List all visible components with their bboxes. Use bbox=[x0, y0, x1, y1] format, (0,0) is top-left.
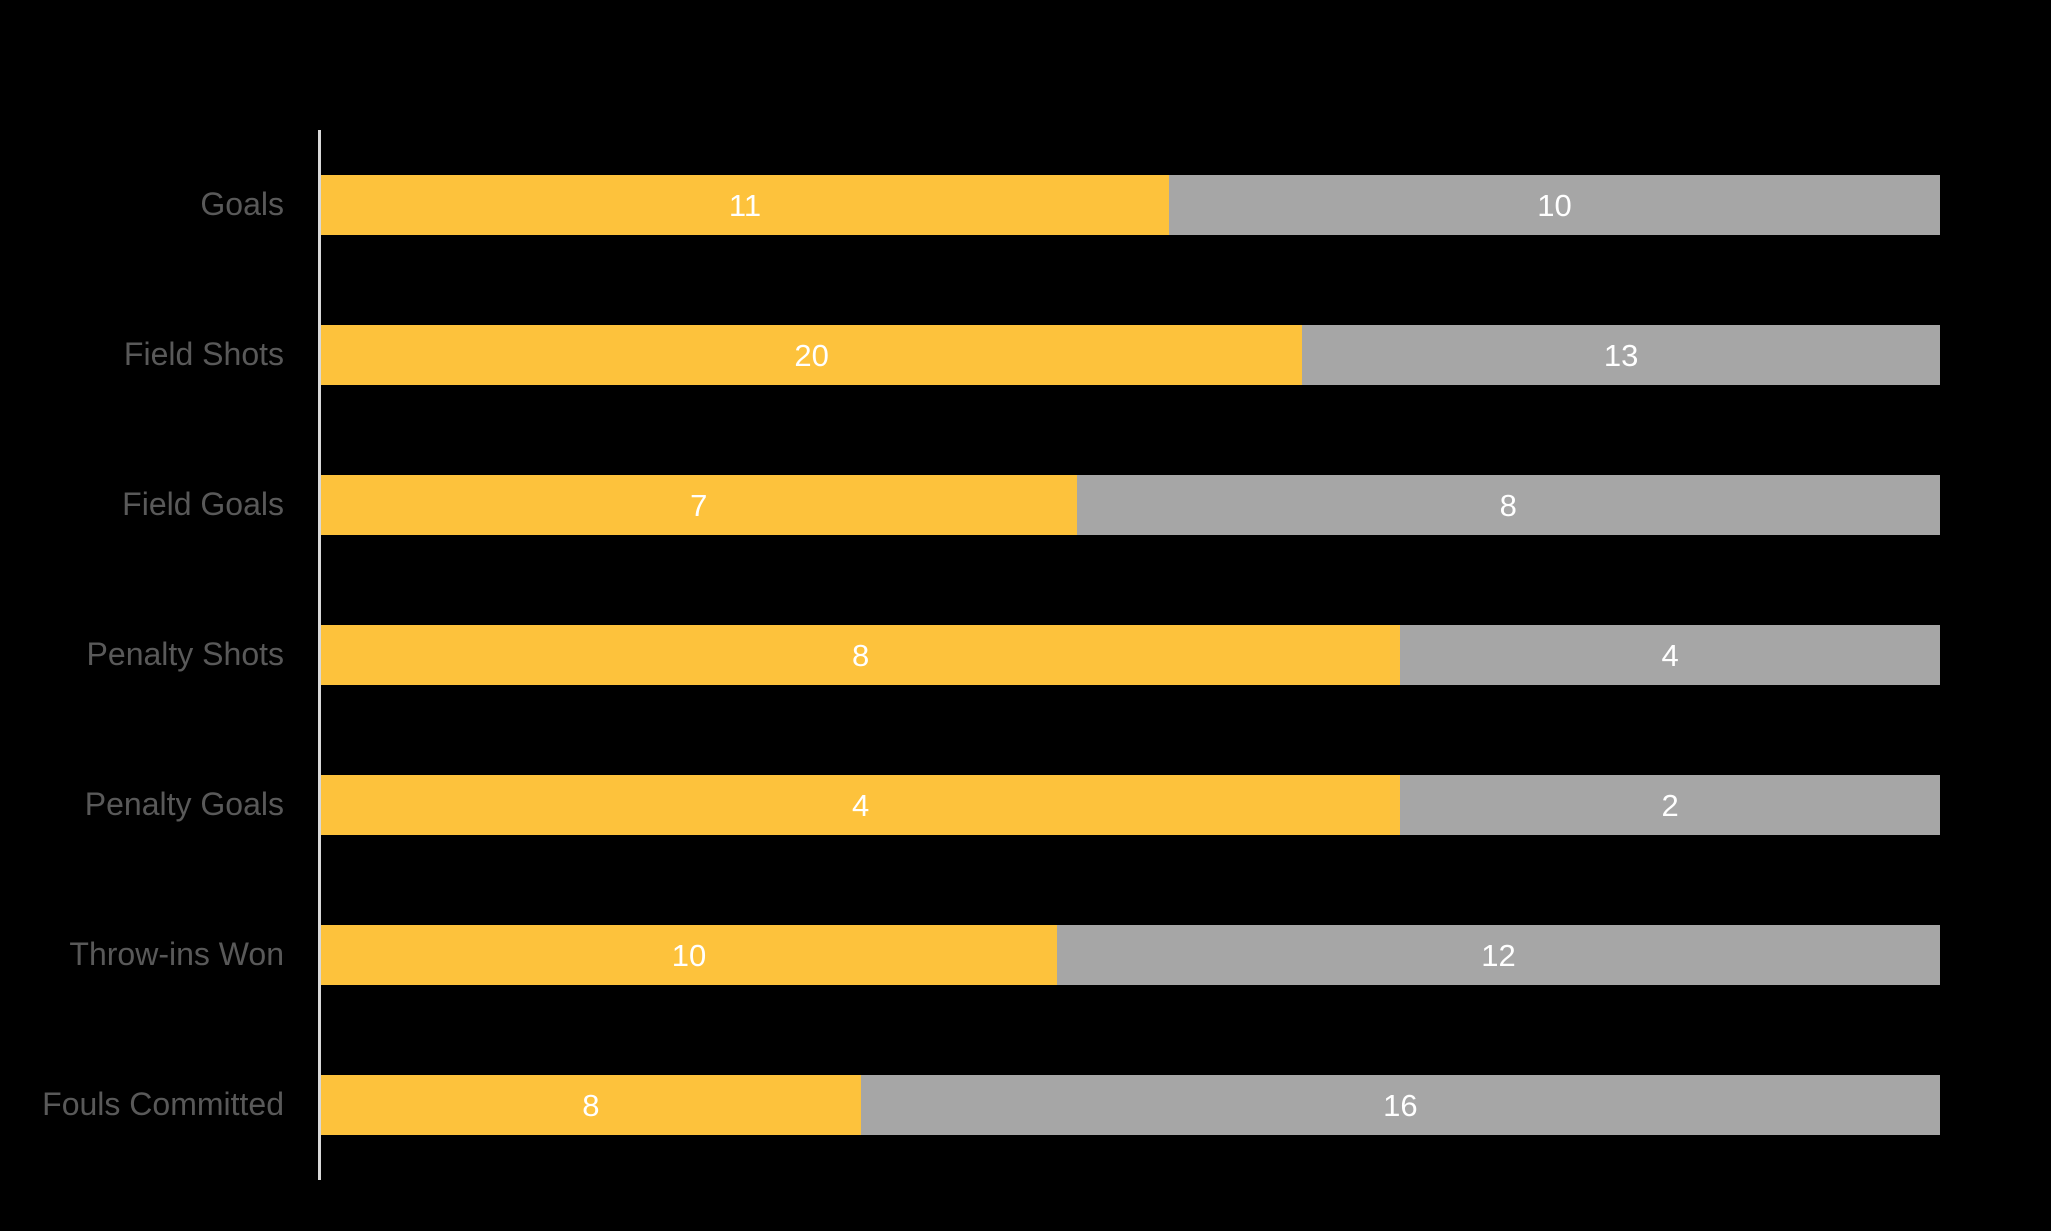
bar-segment-yellow-series: 10 bbox=[321, 925, 1057, 985]
chart-row: Field Goals 7 8 bbox=[0, 430, 1940, 580]
segment-value-label: 13 bbox=[1603, 337, 1639, 373]
chart-rows: Goals 11 10 Field Shots 20 13 Field Goals 7 8 Pen… bbox=[0, 130, 1940, 1180]
y-axis-line bbox=[318, 130, 321, 1180]
segment-value-label: 10 bbox=[671, 937, 707, 973]
category-label: Penalty Shots bbox=[86, 636, 284, 673]
segment-value-label: 8 bbox=[582, 1087, 600, 1123]
chart-row: Field Shots 20 13 bbox=[0, 280, 1940, 430]
bar-segment-yellow-series: 8 bbox=[321, 625, 1401, 685]
segment-value-label: 4 bbox=[1661, 637, 1679, 673]
bar-segment-gray-series: 12 bbox=[1056, 925, 1940, 985]
chart-row: Goals 11 10 bbox=[0, 130, 1940, 280]
chart-row: Penalty Shots 8 4 bbox=[0, 580, 1940, 730]
segment-value-label: 20 bbox=[794, 337, 829, 373]
segment-value-label: 4 bbox=[852, 787, 870, 823]
category-label: Goals bbox=[200, 186, 284, 223]
segment-value-label: 2 bbox=[1661, 787, 1679, 823]
bar-segment-yellow-series: 8 bbox=[321, 1075, 861, 1135]
stacked-bar: 8 16 bbox=[321, 1075, 1940, 1135]
segment-value-label: 8 bbox=[852, 637, 870, 673]
category-label: Field Shots bbox=[123, 336, 284, 373]
bar-segment-gray-series: 16 bbox=[860, 1075, 1940, 1135]
stacked-bar: 11 10 bbox=[321, 175, 1940, 235]
segment-value-label: 12 bbox=[1481, 937, 1516, 973]
stacked-bar: 20 13 bbox=[321, 325, 1940, 385]
bar-segment-gray-series: 4 bbox=[1400, 625, 1940, 685]
bar-segment-yellow-series: 4 bbox=[321, 775, 1401, 835]
category-label: Throw-ins Won bbox=[69, 936, 284, 973]
bar-segment-gray-series: 10 bbox=[1169, 175, 1940, 235]
bar-segment-gray-series: 13 bbox=[1302, 325, 1940, 385]
segment-value-label: 7 bbox=[690, 487, 708, 523]
category-label: Field Goals bbox=[122, 486, 284, 523]
bar-segment-yellow-series: 11 bbox=[321, 175, 1170, 235]
bar-segment-gray-series: 8 bbox=[1076, 475, 1940, 535]
segment-value-label: 8 bbox=[1499, 487, 1517, 523]
segment-value-label: 11 bbox=[728, 187, 762, 223]
segment-value-label: 16 bbox=[1383, 1087, 1418, 1123]
bar-segment-gray-series: 2 bbox=[1400, 775, 1940, 835]
stacked-bar: 10 12 bbox=[321, 925, 1940, 985]
chart-row: Throw-ins Won 10 12 bbox=[0, 880, 1940, 1030]
category-label: Penalty Goals bbox=[84, 786, 284, 823]
bar-segment-yellow-series: 20 bbox=[321, 325, 1303, 385]
chart-row: Fouls Committed 8 16 bbox=[0, 1030, 1940, 1180]
bar-segment-yellow-series: 7 bbox=[321, 475, 1077, 535]
segment-value-label: 10 bbox=[1537, 187, 1572, 223]
category-label: Fouls Committed bbox=[42, 1086, 284, 1123]
chart-row: Penalty Goals 4 2 bbox=[0, 730, 1940, 880]
